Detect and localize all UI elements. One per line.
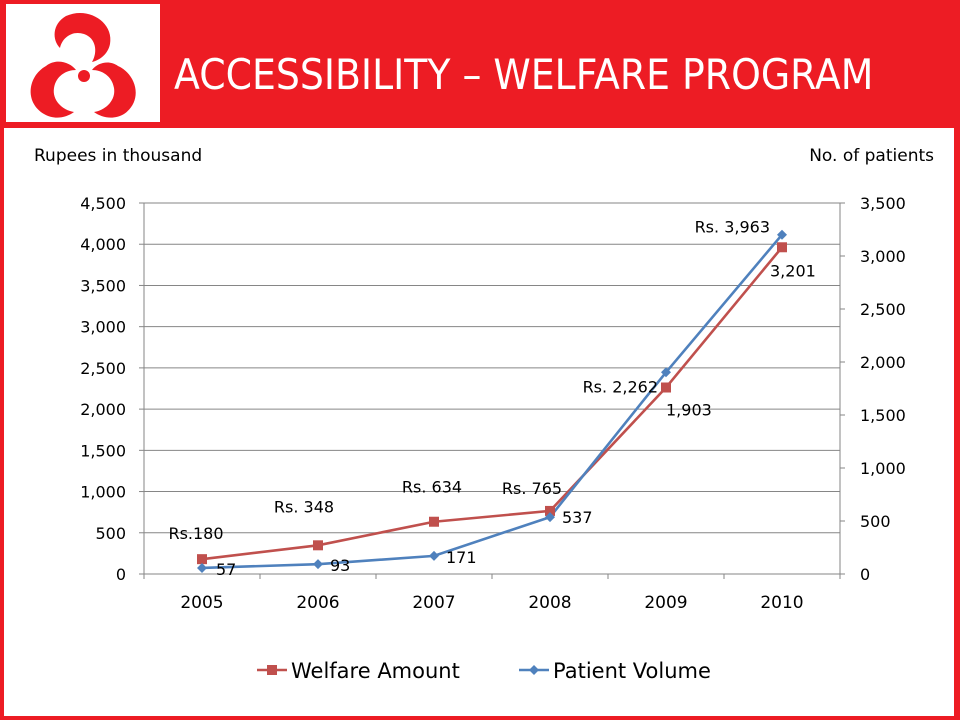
x-axis-tick-label: 2009: [644, 593, 687, 613]
welfare-amount-point: [661, 382, 671, 393]
patient-volume-point: [429, 550, 439, 561]
chart-panel: [4, 128, 954, 716]
left-axis-tick-label: 3,500: [80, 276, 126, 295]
plot-area: [143, 202, 841, 575]
left-axis-tick-label: 500: [95, 524, 126, 543]
legend-patient-label: Patient Volume: [553, 659, 711, 683]
logo: [6, 4, 160, 122]
patient-volume-point: [545, 512, 555, 523]
patient-volume-data-label: 1,903: [666, 400, 712, 419]
patient-volume-point: [313, 559, 323, 570]
x-axis-tick-label: 2006: [296, 593, 339, 613]
left-axis-tick-label: 1,000: [80, 483, 126, 502]
patient-volume-point: [661, 367, 671, 378]
welfare-amount-data-label: Rs. 3,963: [695, 217, 770, 236]
right-axis-tick-label: 3,500: [860, 194, 906, 213]
left-axis-tick-label: 3,000: [80, 318, 126, 337]
patient-volume-data-label: 3,201: [770, 262, 816, 281]
patient-volume-data-label: 93: [330, 556, 350, 575]
right-axis-tick-label: 500: [860, 512, 891, 531]
right-axis-tick-label: 1,500: [860, 406, 906, 425]
legend-welfare-label: Welfare Amount: [291, 659, 460, 683]
right-axis-tick-label: 1,000: [860, 459, 906, 478]
patient-volume-point: [777, 229, 787, 240]
patient-volume-data-label: 171: [446, 548, 477, 567]
legend-patient-marker: [529, 665, 539, 675]
x-axis-tick-label: 2005: [180, 593, 223, 613]
right-axis-tick-label: 2,000: [860, 353, 906, 372]
welfare-amount-data-label: Rs. 348: [274, 497, 334, 516]
welfare-amount-point: [777, 242, 787, 253]
left-axis-tick-label: 4,000: [80, 235, 126, 254]
patient-volume-line: [201, 233, 783, 570]
right-axis-tick-label: 3,000: [860, 247, 906, 266]
welfare-amount-point: [197, 554, 207, 565]
welfare-amount-data-label: Rs.180: [168, 524, 223, 543]
header-bar: ACCESSIBILITY – WELFARE PROGRAM: [0, 0, 960, 126]
legend-welfare-marker: [267, 665, 277, 675]
right-axis-tick-label: 2,500: [860, 300, 906, 319]
three-swirl-logo-icon: [30, 12, 136, 118]
welfare-amount-data-label: Rs. 765: [502, 479, 562, 498]
left-axis-tick-label: 1,500: [80, 441, 126, 460]
page-title: ACCESSIBILITY – WELFARE PROGRAM: [174, 50, 874, 99]
welfare-amount-point: [545, 505, 555, 516]
left-axis-title: Rupees in thousand: [34, 146, 203, 166]
left-axis-tick-label: 2,500: [80, 359, 126, 378]
welfare-amount-data-label: Rs. 2,262: [583, 378, 658, 397]
welfare-amount-data-label: Rs. 634: [402, 478, 462, 497]
patient-volume-data-label: 57: [216, 560, 236, 579]
patient-volume-data-label: 537: [562, 508, 593, 527]
x-axis-tick-label: 2007: [412, 593, 455, 613]
x-axis-tick-label: 2010: [760, 593, 803, 613]
welfare-amount-point: [313, 540, 323, 551]
left-axis-tick-label: 4,500: [80, 194, 126, 213]
x-axis-tick-label: 2008: [528, 593, 571, 613]
left-axis-tick-label: 2,000: [80, 400, 126, 419]
right-axis-tick-label: 0: [860, 565, 870, 584]
left-axis-tick-label: 0: [116, 565, 126, 584]
welfare-amount-line: [201, 246, 784, 561]
right-axis-title: No. of patients: [809, 146, 934, 166]
welfare-amount-point: [429, 516, 439, 527]
patient-volume-point: [197, 562, 207, 573]
